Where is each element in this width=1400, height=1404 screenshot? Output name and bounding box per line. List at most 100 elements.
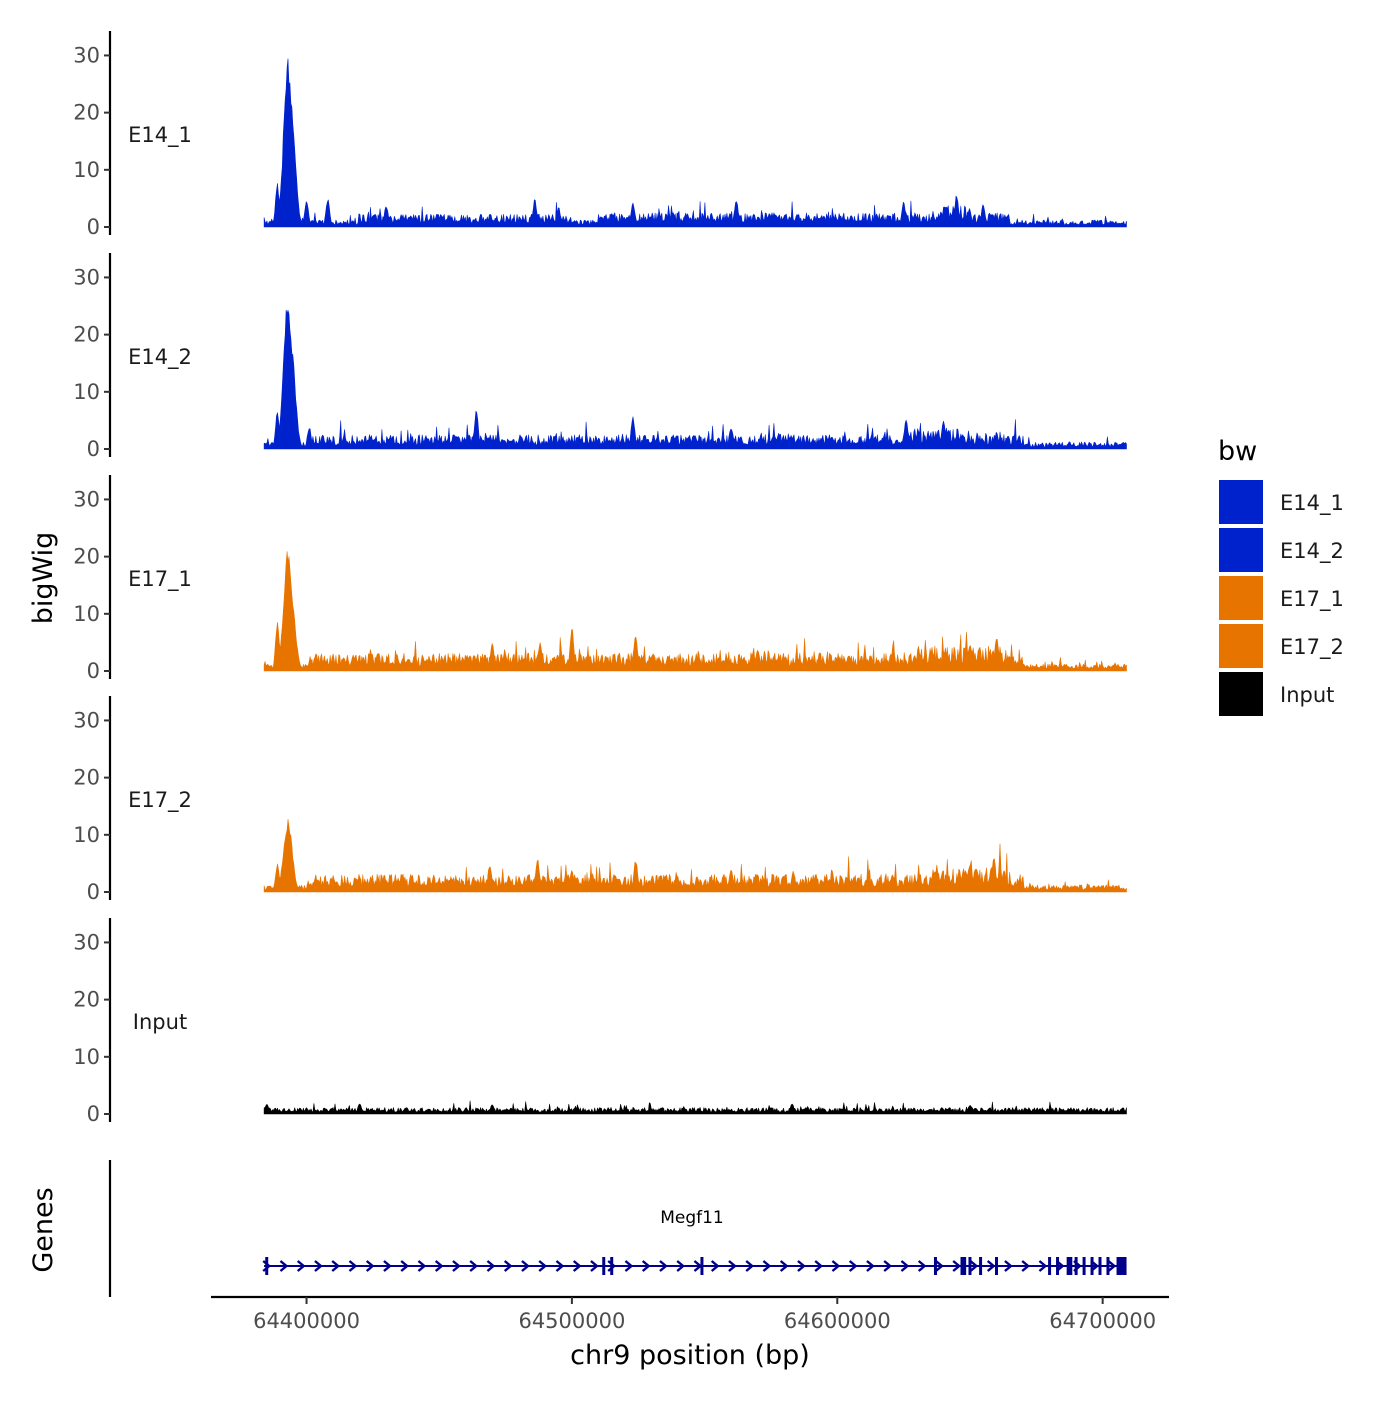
strand-arrow [935, 1260, 944, 1272]
strand-arrow [590, 1260, 599, 1272]
x-tick-label: 64600000 [784, 1309, 891, 1333]
strand-arrow [624, 1260, 634, 1272]
strand-arrow [400, 1260, 410, 1272]
x-axis: 64400000 64500000 64600000 64700000 [211, 1295, 1169, 1333]
strand-arrow [1038, 1260, 1048, 1272]
strand-arrow [952, 1260, 962, 1272]
strand-arrow [866, 1260, 875, 1272]
y-tick-label: 10 [73, 602, 100, 626]
y-tick-label: 10 [73, 1045, 100, 1069]
legend-label-E17_1: E17_1 [1280, 587, 1344, 612]
strand-arrow [883, 1260, 893, 1272]
signal-area-E14_2 [263, 309, 1127, 450]
strand-arrow [452, 1260, 461, 1272]
exon [1082, 1257, 1086, 1275]
y-tick-label: 20 [73, 545, 100, 569]
strand-arrow [659, 1260, 668, 1272]
y-tick-label: 10 [73, 158, 100, 182]
y-tick-label: 30 [73, 43, 100, 67]
track-label-E17_1: E17_1 [128, 567, 192, 592]
legend-swatch-E14_1 [1217, 478, 1265, 526]
legend-title: bw [1218, 436, 1257, 467]
y-tick-label: 20 [73, 323, 100, 347]
legend-swatch-E14_2 [1217, 526, 1265, 574]
y-axis-title: bigWig [28, 532, 59, 625]
y-tick-label: 0 [87, 880, 100, 904]
strand-arrow [555, 1260, 565, 1272]
strand-arrow [383, 1260, 392, 1272]
strand-arrow [469, 1260, 479, 1272]
strand-arrow [521, 1260, 530, 1272]
exon [968, 1257, 972, 1275]
exon [960, 1257, 964, 1275]
track-E17_1: 0 10 20 30 E17_1 [73, 475, 1127, 683]
strand-arrow [676, 1260, 686, 1272]
legend-label-E14_1: E14_1 [1280, 491, 1344, 516]
strand-arrow [417, 1260, 427, 1272]
signal-area-Input [263, 1100, 1127, 1115]
strand-arrow [331, 1260, 341, 1272]
strand-arrow [848, 1260, 858, 1272]
y-tick-label: 0 [87, 215, 100, 239]
y-tick-label: 20 [73, 988, 100, 1012]
gene-track: Megf11 [108, 1160, 1127, 1297]
y-tick-label: 20 [73, 766, 100, 790]
legend-label-Input: Input [1280, 683, 1334, 707]
track-label-E14_2: E14_2 [128, 345, 192, 370]
track-Input: 0 10 20 30 Input [73, 918, 1127, 1126]
strand-arrow [572, 1260, 582, 1272]
y-tick-label: 10 [73, 380, 100, 404]
strand-arrow [779, 1260, 789, 1272]
strand-arrow [1107, 1260, 1117, 1272]
exon [1066, 1257, 1070, 1275]
strand-arrow [969, 1260, 979, 1272]
exon [1069, 1257, 1073, 1275]
track-E17_2: 0 10 20 30 E17_2 [73, 696, 1127, 904]
y-tick-label: 20 [73, 101, 100, 125]
strand-arrow [365, 1260, 375, 1272]
track-label-Input: Input [133, 1010, 187, 1034]
exon [1074, 1257, 1078, 1275]
track-E14_2: 0 10 20 30 E14_2 [73, 253, 1127, 461]
legend-swatch-E17_2 [1217, 622, 1265, 670]
legend-swatch-Input [1217, 670, 1265, 718]
x-tick-label: 64400000 [253, 1309, 360, 1333]
strand-arrow [762, 1260, 772, 1272]
legend-label-E14_2: E14_2 [1280, 539, 1344, 564]
exon [700, 1257, 704, 1275]
legend-swatch-E17_1 [1217, 574, 1265, 622]
signal-area-E17_2 [263, 819, 1127, 893]
legend-label-E17_2: E17_2 [1280, 635, 1344, 660]
strand-arrow [986, 1260, 996, 1272]
strand-arrow [831, 1260, 841, 1272]
strand-arrow [279, 1260, 289, 1272]
strand-arrow [1021, 1260, 1031, 1272]
x-tick-label: 64500000 [518, 1309, 625, 1333]
track-E14_1: 0 10 20 30 E14_1 [73, 31, 1127, 239]
strand-arrow [434, 1260, 444, 1272]
y-tick-label: 30 [73, 930, 100, 954]
strand-arrow [486, 1260, 496, 1272]
strand-arrow [348, 1260, 358, 1272]
exon [602, 1257, 606, 1275]
exon [963, 1257, 967, 1275]
exon [1056, 1257, 1060, 1275]
x-tick-label: 64700000 [1049, 1309, 1156, 1333]
exon [933, 1257, 937, 1275]
exon [1048, 1257, 1052, 1275]
exon [610, 1257, 614, 1275]
strand-arrow [607, 1260, 617, 1272]
strand-arrow [797, 1260, 806, 1272]
y-tick-label: 0 [87, 1102, 100, 1126]
strand-arrow [745, 1260, 755, 1272]
strand-arrow [900, 1260, 910, 1272]
exon [1090, 1257, 1094, 1275]
strand-arrow [296, 1260, 306, 1272]
strand-arrow [693, 1260, 703, 1272]
strand-arrow [503, 1260, 513, 1272]
y-tick-label: 30 [73, 265, 100, 289]
exon [1098, 1257, 1102, 1275]
y-tick-label: 0 [87, 659, 100, 683]
strand-arrow [262, 1260, 272, 1272]
